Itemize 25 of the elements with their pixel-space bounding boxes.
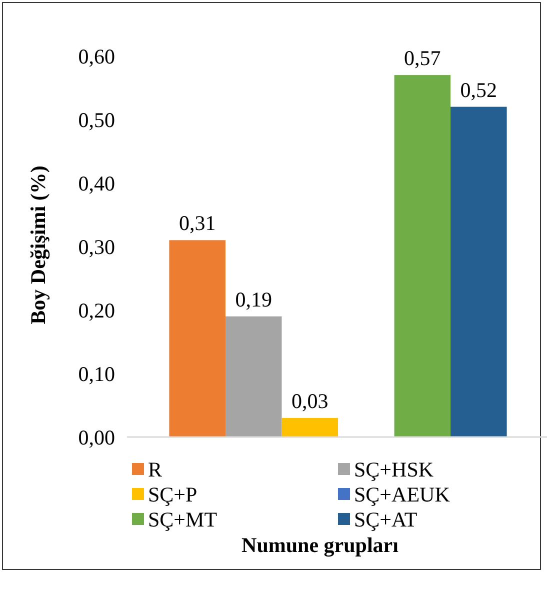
y-tick-label: 0,20: [78, 298, 115, 322]
bar: [282, 418, 338, 437]
legend-label: SÇ+AT: [354, 507, 418, 532]
y-tick-label: 0,30: [78, 234, 115, 259]
bar: [450, 106, 507, 437]
y-tick-label: 0,00: [78, 425, 115, 450]
data-label: 0,03: [291, 388, 328, 413]
data-label: 0,52: [460, 78, 498, 102]
data-label: 0,57: [404, 46, 441, 70]
bar: [225, 316, 282, 437]
bar: [394, 75, 451, 437]
y-tick-label: 0,50: [78, 108, 115, 132]
legend-label: SÇ+P: [148, 482, 198, 506]
data-label: 0,31: [178, 211, 216, 236]
y-tick-label: 0,60: [78, 44, 115, 68]
y-tick-label: 0,10: [78, 362, 115, 386]
legend-label: SÇ+AEUK: [354, 482, 450, 506]
y-tick-label: 0,40: [78, 171, 115, 196]
legend-label: R: [148, 457, 162, 482]
legend-label: SÇ+HSK: [354, 457, 434, 482]
legend-label: SÇ+MT: [148, 507, 218, 532]
bar: [169, 240, 226, 437]
y-axis-title: Boy Değişimi (%): [26, 166, 50, 324]
data-label: 0,19: [235, 287, 272, 312]
x-axis-title: Numune grupları: [242, 533, 399, 557]
